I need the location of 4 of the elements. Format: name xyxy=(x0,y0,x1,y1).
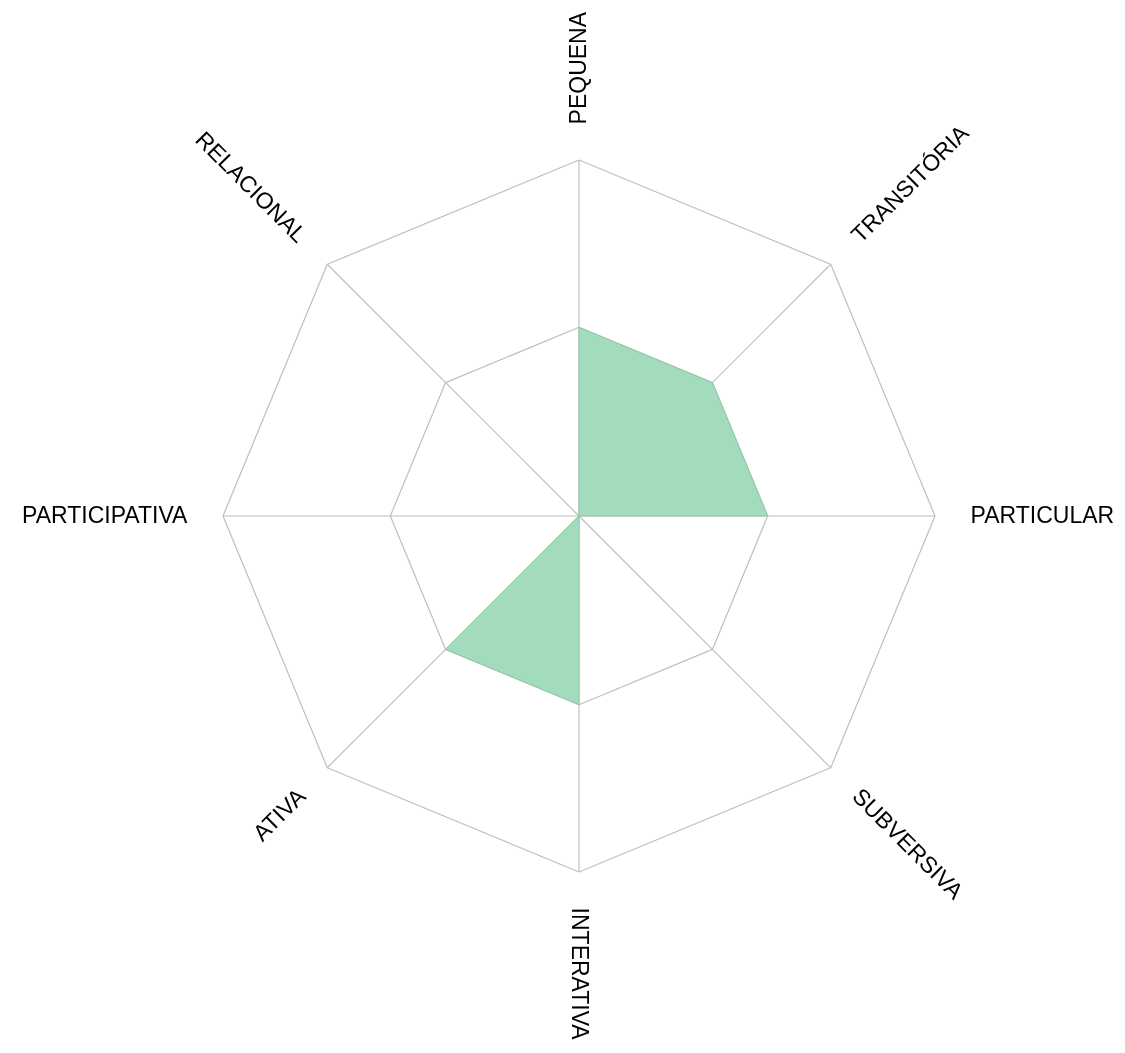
spoke-label: PARTICULAR xyxy=(970,502,1115,528)
spoke-label: PARTICIPATIVA xyxy=(22,502,189,528)
spoke-label: PEQUENA xyxy=(565,11,591,125)
spoke-label: INTERATIVA xyxy=(567,907,593,1041)
